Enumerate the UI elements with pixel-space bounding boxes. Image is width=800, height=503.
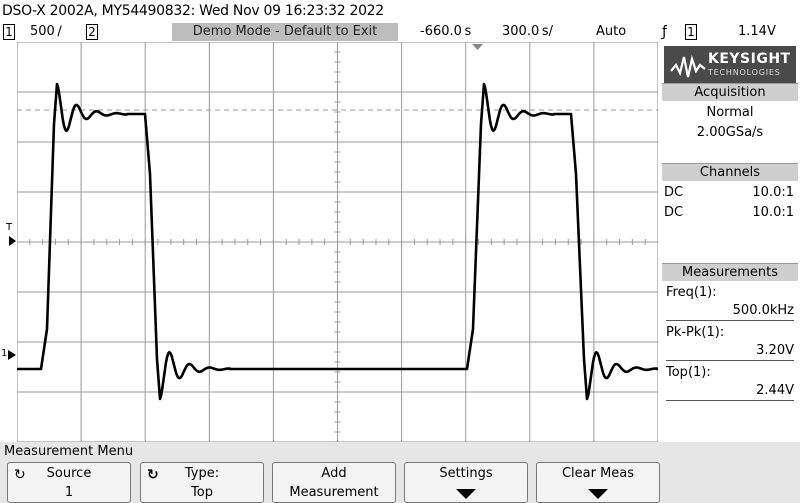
rising-edge-icon: ƒ [662, 24, 667, 40]
logo-subtitle: TECHNOLOGIES [708, 68, 781, 77]
keysight-logo: KEYSIGHT TECHNOLOGIES [664, 46, 796, 86]
rotate-knob-icon: ↻ [147, 467, 159, 483]
softkey-label: Type: [184, 466, 220, 481]
softkey-menu: Measurement Menu ↻ Source 1 ↻ Type: Top … [0, 442, 800, 503]
trigger-position-marker [472, 44, 483, 50]
side-panel: KEYSIGHT TECHNOLOGIES Acquisition Normal… [660, 42, 800, 442]
submenu-arrow-icon [456, 489, 476, 499]
acquisition-mode: Normal [706, 105, 754, 120]
logo-brand: KEYSIGHT [708, 51, 791, 67]
channel-1-coupling: DC [664, 185, 684, 200]
softkey-value: 1 [64, 485, 74, 500]
trigger-marker: T [6, 222, 13, 233]
softkey-label: Source [46, 466, 92, 481]
settings-softkey[interactable]: Settings [404, 462, 528, 503]
measurement-label: Pk-Pk(1): [666, 325, 725, 340]
demo-mode-banner[interactable]: Demo Mode - Default to Exit [172, 23, 398, 41]
softkey-value: Top [191, 485, 213, 500]
softkey-label: Settings [439, 466, 493, 481]
channels-header: Channels [662, 163, 798, 181]
measurement-label: Top(1): [666, 365, 711, 380]
channel-2-coupling: DC [664, 205, 684, 220]
trigger-level: 1.14V [738, 24, 776, 39]
add-measurement-softkey[interactable]: Add Measurement [272, 462, 396, 503]
acquisition-rate: 2.00GSa/s [696, 125, 764, 140]
type-softkey[interactable]: ↻ Type: Top [140, 462, 264, 503]
submenu-arrow-icon [588, 489, 608, 499]
measurements-header: Measurements [662, 263, 798, 281]
channel-2-probe: 10.0:1 [752, 205, 794, 220]
measurement-value: 3.20V [666, 342, 794, 361]
rotate-knob-icon: ↻ [14, 467, 26, 483]
acquisition-header: Acquisition [662, 83, 798, 101]
trigger-arrow-icon [9, 236, 16, 246]
channel-1-trace [17, 82, 658, 401]
measurement-label: Freq(1): [666, 285, 717, 300]
channel-1-scale: 500 ∕ [30, 24, 62, 39]
measurement-value: 2.44V [666, 382, 794, 401]
channel-1-probe: 10.0:1 [752, 185, 794, 200]
keysight-wave-icon [670, 54, 706, 78]
softkey-label: Add [321, 466, 347, 481]
graticule-grid [17, 42, 658, 442]
trigger-source: 1 [685, 24, 697, 40]
source-softkey[interactable]: ↻ Source 1 [7, 462, 131, 503]
measurement-value: 500.0kHz [666, 302, 794, 321]
status-bar: 1 500 ∕ 2 Demo Mode - Default to Exit -6… [0, 22, 800, 42]
clear-meas-softkey[interactable]: Clear Meas [536, 462, 660, 503]
softkey-label: Clear Meas [561, 466, 635, 481]
menu-title: Measurement Menu [4, 444, 134, 459]
softkey-label: Measurement [289, 485, 379, 500]
channel-1-indicator[interactable]: 1 [3, 24, 15, 40]
trigger-mode: Auto [596, 24, 627, 39]
ground-arrow-icon [8, 350, 16, 360]
window-title: DSO-X 2002A, MY54490832: Wed Nov 09 16:2… [0, 0, 800, 22]
channel-2-indicator[interactable]: 2 [86, 24, 98, 40]
time-scale: 300.0 s/ [502, 24, 553, 39]
time-offset: -660.0 s [420, 24, 472, 39]
ground-marker: 1 [1, 348, 8, 359]
waveform-display[interactable] [17, 42, 658, 442]
